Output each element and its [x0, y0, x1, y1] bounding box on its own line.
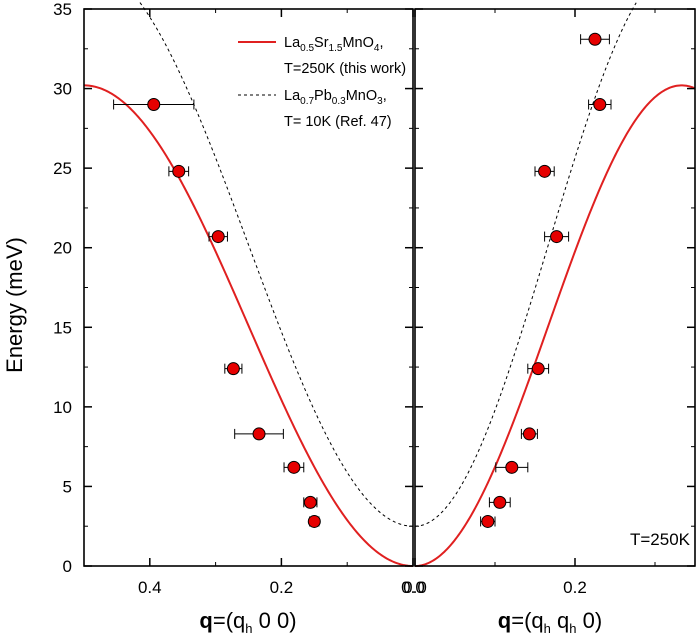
reference-curve-right — [414, 2, 637, 527]
legend-note-1: T= 10K (Ref. 47) — [284, 114, 392, 130]
data-point-left-0 — [307, 514, 321, 528]
axes — [83, 8, 696, 567]
legend-label-1: La0.7Pb0.3MnO3, — [284, 88, 387, 107]
data-point-left-1 — [303, 495, 317, 509]
data-point-right-2 — [505, 460, 519, 474]
x-tick-label-left-1: 0.2 — [270, 578, 294, 597]
error-bars — [113, 34, 612, 527]
data-points — [147, 32, 607, 528]
x-tick-label-right-1: 0.2 — [563, 578, 587, 597]
y-tick-label: 30 — [53, 80, 72, 99]
x-tick-label-right-0: 0.0 — [403, 578, 427, 597]
y-tick-label: 0 — [63, 557, 72, 576]
data-point-left-7 — [147, 97, 161, 111]
x-tick-label-left-2: 0.0 — [401, 578, 425, 597]
data-point-right-0 — [481, 514, 495, 528]
data-point-left-5 — [211, 230, 225, 244]
right-panel-frame — [414, 8, 696, 567]
legend-label-0: La0.5Sr1.5MnO4, — [284, 35, 383, 54]
data-point-right-4 — [531, 362, 545, 376]
y-tick-label: 10 — [53, 398, 72, 417]
data-point-right-6 — [538, 164, 552, 178]
fit-curve-left — [83, 84, 414, 567]
y-tick-label: 15 — [53, 318, 72, 337]
data-point-right-5 — [550, 230, 564, 244]
y-tick-label: 35 — [53, 0, 72, 19]
fit-curve-right — [414, 84, 696, 567]
legend: La0.5Sr1.5MnO4, T=250K (this work) La0.7Pb… — [238, 35, 406, 130]
fit-curves — [83, 2, 696, 567]
temperature-annotation: T=250K — [630, 530, 691, 549]
legend-note-0: T=250K (this work) — [284, 61, 406, 77]
data-point-right-3 — [522, 427, 536, 441]
data-point-right-7 — [593, 97, 607, 111]
y-tick-label: 5 — [63, 477, 72, 496]
data-point-right-1 — [493, 495, 507, 509]
x-axis-title-left: q=(qh 0 0) — [199, 608, 296, 636]
data-point-right-8 — [588, 32, 602, 46]
y-tick-label: 20 — [53, 239, 72, 258]
data-point-left-6 — [172, 164, 186, 178]
y-axis-title: Energy (meV) — [2, 237, 27, 373]
x-tick-label-left-0: 0.4 — [138, 578, 162, 597]
data-point-left-2 — [287, 460, 301, 474]
data-point-left-3 — [252, 427, 266, 441]
y-tick-label: 25 — [53, 159, 72, 178]
data-point-left-4 — [226, 362, 240, 376]
reference-curve-left — [139, 2, 414, 527]
x-axis-title-right: q=(qh qh 0) — [498, 608, 602, 636]
